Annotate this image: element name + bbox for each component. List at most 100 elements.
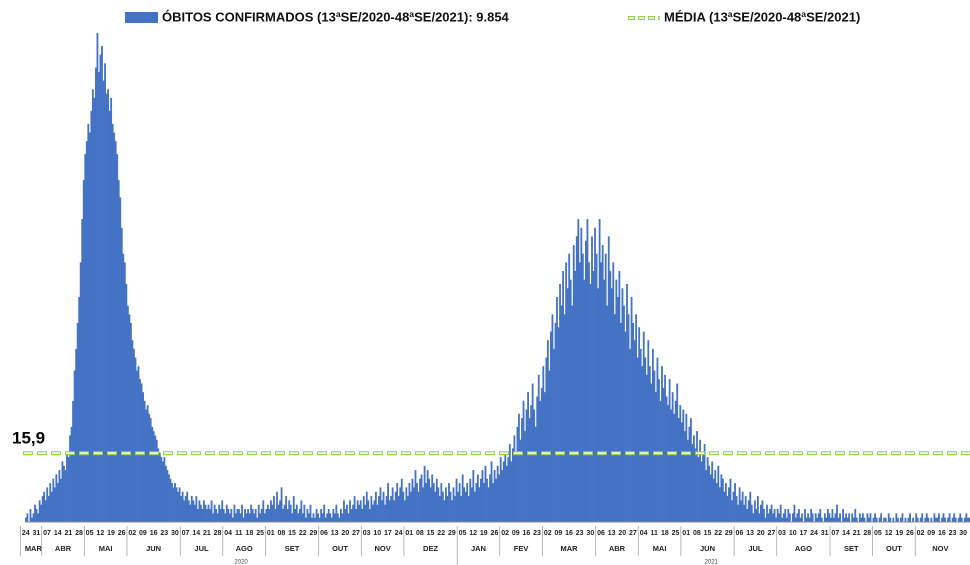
bar: [227, 509, 230, 522]
bar: [568, 253, 571, 523]
x-tick-label: 17: [799, 530, 807, 537]
bar: [536, 396, 539, 522]
bar: [172, 487, 175, 522]
bar: [916, 517, 919, 522]
bar: [81, 219, 84, 522]
bar: [915, 513, 918, 522]
bar: [521, 418, 523, 522]
bar: [414, 470, 417, 522]
x-tick-label: 30: [959, 530, 967, 537]
bar: [638, 327, 641, 522]
bar: [895, 513, 898, 522]
bar: [959, 513, 962, 522]
bar: [816, 517, 819, 522]
bar: [627, 314, 630, 522]
bar: [778, 513, 781, 522]
x-tick-label: 22: [714, 530, 722, 537]
bar: [355, 509, 358, 522]
bar: [968, 517, 970, 522]
bar: [801, 513, 803, 522]
x-tick-label: 05: [874, 530, 882, 537]
month-label: JUN: [146, 544, 161, 553]
bar: [787, 509, 790, 522]
month-label: AGO: [795, 544, 812, 553]
bar: [315, 509, 318, 522]
bar: [604, 253, 607, 523]
bar: [233, 504, 236, 522]
bar: [562, 271, 564, 522]
bar: [781, 517, 784, 522]
bar: [76, 322, 79, 522]
bar: [854, 509, 857, 522]
bar: [75, 348, 78, 522]
bar: [393, 500, 396, 522]
bar: [686, 439, 689, 522]
bar: [139, 379, 141, 522]
bar: [566, 288, 569, 522]
bar: [533, 409, 536, 522]
bar: [134, 357, 137, 522]
bar: [406, 496, 409, 522]
bar: [738, 487, 741, 522]
x-tick-label: 08: [416, 530, 424, 537]
x-tick-label: 01: [405, 530, 413, 537]
bar: [647, 340, 650, 522]
bar: [455, 478, 458, 522]
x-tick-label: 19: [895, 530, 903, 537]
bar: [203, 500, 205, 522]
x-tick-label: 08: [693, 530, 701, 537]
bar: [117, 180, 120, 522]
bar: [402, 491, 405, 522]
bar: [545, 357, 548, 522]
bar: [165, 465, 167, 522]
bar: [683, 431, 686, 522]
bar: [889, 517, 892, 522]
bar: [157, 448, 160, 522]
bar: [379, 487, 382, 522]
bar: [942, 513, 945, 522]
bar: [896, 517, 899, 522]
bar: [279, 500, 281, 522]
bar: [712, 478, 715, 522]
bar: [192, 500, 195, 522]
bar: [251, 509, 254, 522]
bar: [230, 509, 233, 522]
bar: [606, 305, 609, 522]
bar: [248, 513, 251, 522]
bar: [416, 483, 418, 522]
bar: [175, 487, 178, 522]
bar: [869, 513, 872, 522]
bar: [390, 496, 393, 522]
bar: [836, 504, 838, 522]
bar: [858, 513, 861, 522]
bar: [308, 513, 310, 522]
x-tick-label: 22: [437, 530, 445, 537]
bar: [341, 513, 344, 522]
bar: [866, 513, 869, 522]
bar: [236, 509, 239, 522]
bar: [740, 500, 743, 522]
bar: [467, 496, 470, 522]
bar: [525, 409, 528, 522]
bar: [323, 504, 326, 522]
bar: [635, 314, 638, 522]
bar: [209, 509, 211, 522]
bar: [435, 478, 438, 522]
bar: [396, 483, 399, 522]
bar: [452, 487, 455, 522]
bar: [907, 517, 910, 522]
bar: [706, 457, 709, 522]
bar: [114, 141, 117, 522]
bar: [591, 236, 593, 522]
bar: [938, 513, 940, 522]
bar: [696, 431, 698, 522]
bar: [221, 500, 224, 522]
bar: [254, 509, 257, 522]
bar: [190, 496, 193, 522]
bar: [805, 517, 808, 522]
bar: [767, 513, 770, 522]
x-tick-label: 21: [853, 530, 861, 537]
bar: [276, 491, 278, 522]
x-tick-label: 29: [309, 530, 317, 537]
